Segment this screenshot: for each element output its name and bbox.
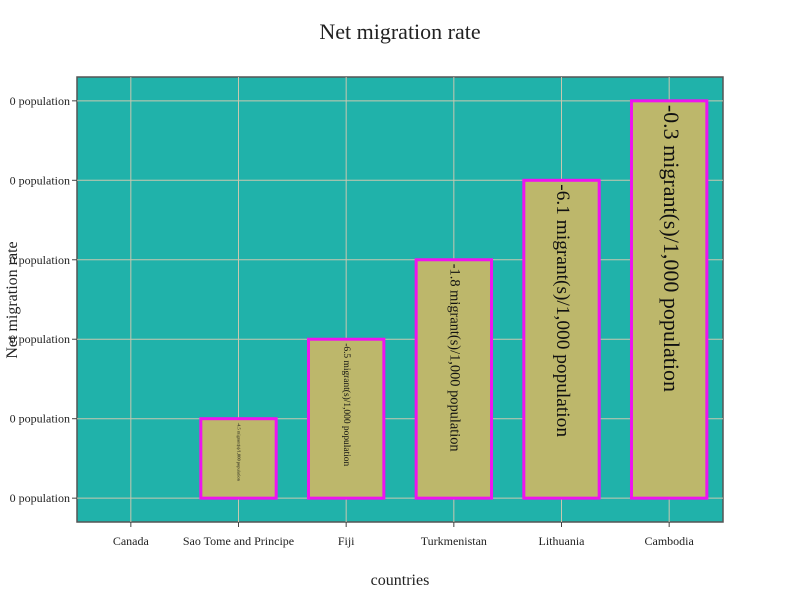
bar-data-label: -0.3 migrant(s)/1,000 population <box>659 105 684 392</box>
x-tick-label: Turkmenistan <box>421 534 487 548</box>
x-tick-label: Lithuania <box>539 534 586 548</box>
bar-data-label: -1.8 migrant(s)/1,000 population <box>447 264 463 452</box>
x-axis-label: countries <box>371 572 430 589</box>
bar <box>629 99 709 500</box>
chart-title: Net migration rate <box>319 19 480 44</box>
x-tick-label: Sao Tome and Principe <box>183 534 294 548</box>
y-tick-label: 0 population <box>10 491 70 505</box>
bar-data-label: -6.5 migrant(s)/1,000 population <box>341 343 352 466</box>
plot-area <box>76 76 724 523</box>
bar <box>414 258 494 500</box>
bar <box>306 337 386 500</box>
y-axis-label: Net migration rate <box>4 241 21 358</box>
y-tick-label: 0 population <box>10 173 70 187</box>
bar-data-label: -6.1 migrant(s)/1,000 population <box>552 184 573 437</box>
bars: -4.5 migrant(s)/1,000 population -6.5 mig… <box>199 99 709 500</box>
x-tick-label: Fiji <box>338 534 355 548</box>
bar-data-label: -4.5 migrant(s)/1,000 population <box>235 423 241 482</box>
y-tick-label: 0 population <box>10 412 70 426</box>
y-tick-label: 0 population <box>10 332 70 346</box>
bar <box>199 417 278 500</box>
y-tick-label: 0 population <box>10 94 70 108</box>
x-tick-labels: Canada Sao Tome and Principe Fiji Turkmenis… <box>113 522 695 548</box>
x-tick-label: Cambodia <box>645 534 695 548</box>
bar <box>522 178 601 500</box>
x-tick-label: Canada <box>113 534 150 548</box>
y-tick-label: 0 population <box>10 253 70 267</box>
y-tick-labels: 0 population 0 population 0 population 0 po… <box>10 94 77 505</box>
